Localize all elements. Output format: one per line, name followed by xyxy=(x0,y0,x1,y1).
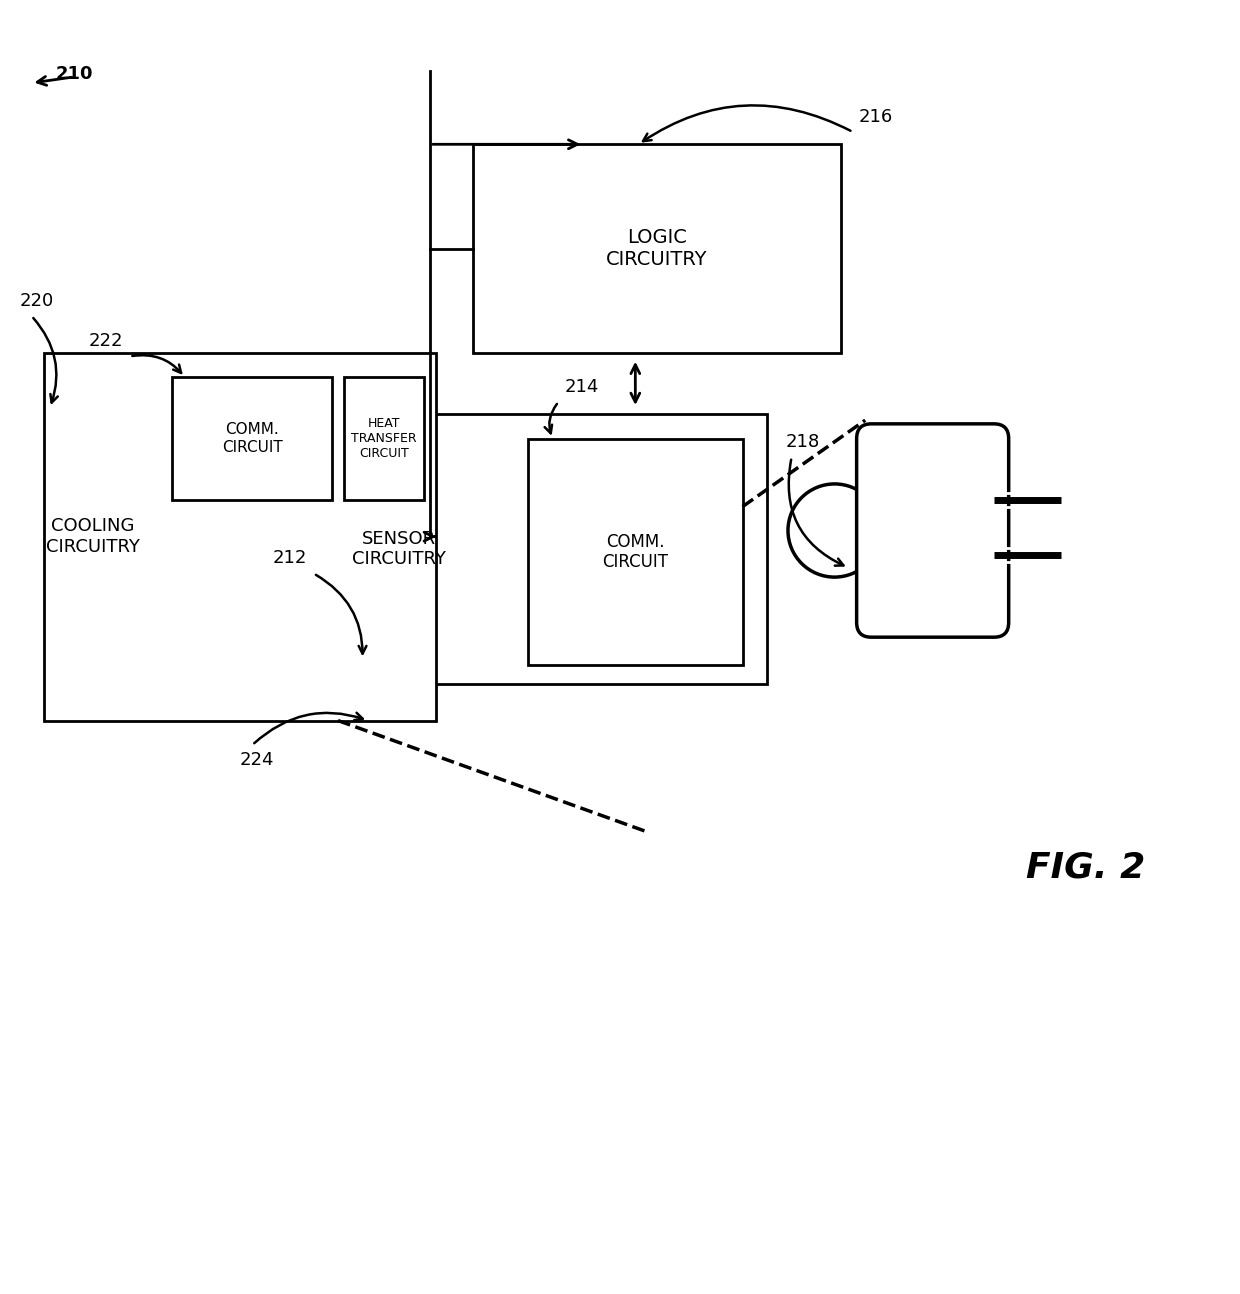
Text: LOGIC
CIRCUITRY: LOGIC CIRCUITRY xyxy=(606,228,708,269)
Text: 216: 216 xyxy=(859,107,893,126)
Text: HEAT
TRANSFER
CIRCUIT: HEAT TRANSFER CIRCUIT xyxy=(351,417,417,461)
Bar xyxy=(528,439,743,665)
Bar xyxy=(345,378,424,499)
Bar xyxy=(43,353,436,721)
Text: 212: 212 xyxy=(273,549,308,567)
FancyBboxPatch shape xyxy=(857,424,1008,637)
Text: 218: 218 xyxy=(785,432,820,450)
Bar xyxy=(472,145,841,353)
Bar xyxy=(172,378,332,499)
Text: 224: 224 xyxy=(239,752,274,769)
Text: 214: 214 xyxy=(565,378,599,396)
Text: COMM.
CIRCUIT: COMM. CIRCUIT xyxy=(222,422,283,454)
Text: FIG. 2: FIG. 2 xyxy=(1027,850,1146,885)
Text: 220: 220 xyxy=(19,292,53,309)
Text: COMM.
CIRCUIT: COMM. CIRCUIT xyxy=(603,533,668,572)
Text: 222: 222 xyxy=(89,333,124,351)
Text: 210: 210 xyxy=(56,65,93,83)
Text: SENSOR
CIRCUITRY: SENSOR CIRCUITRY xyxy=(352,529,446,568)
Text: COOLING
CIRCUITRY: COOLING CIRCUITRY xyxy=(46,518,140,556)
Bar xyxy=(350,414,768,683)
